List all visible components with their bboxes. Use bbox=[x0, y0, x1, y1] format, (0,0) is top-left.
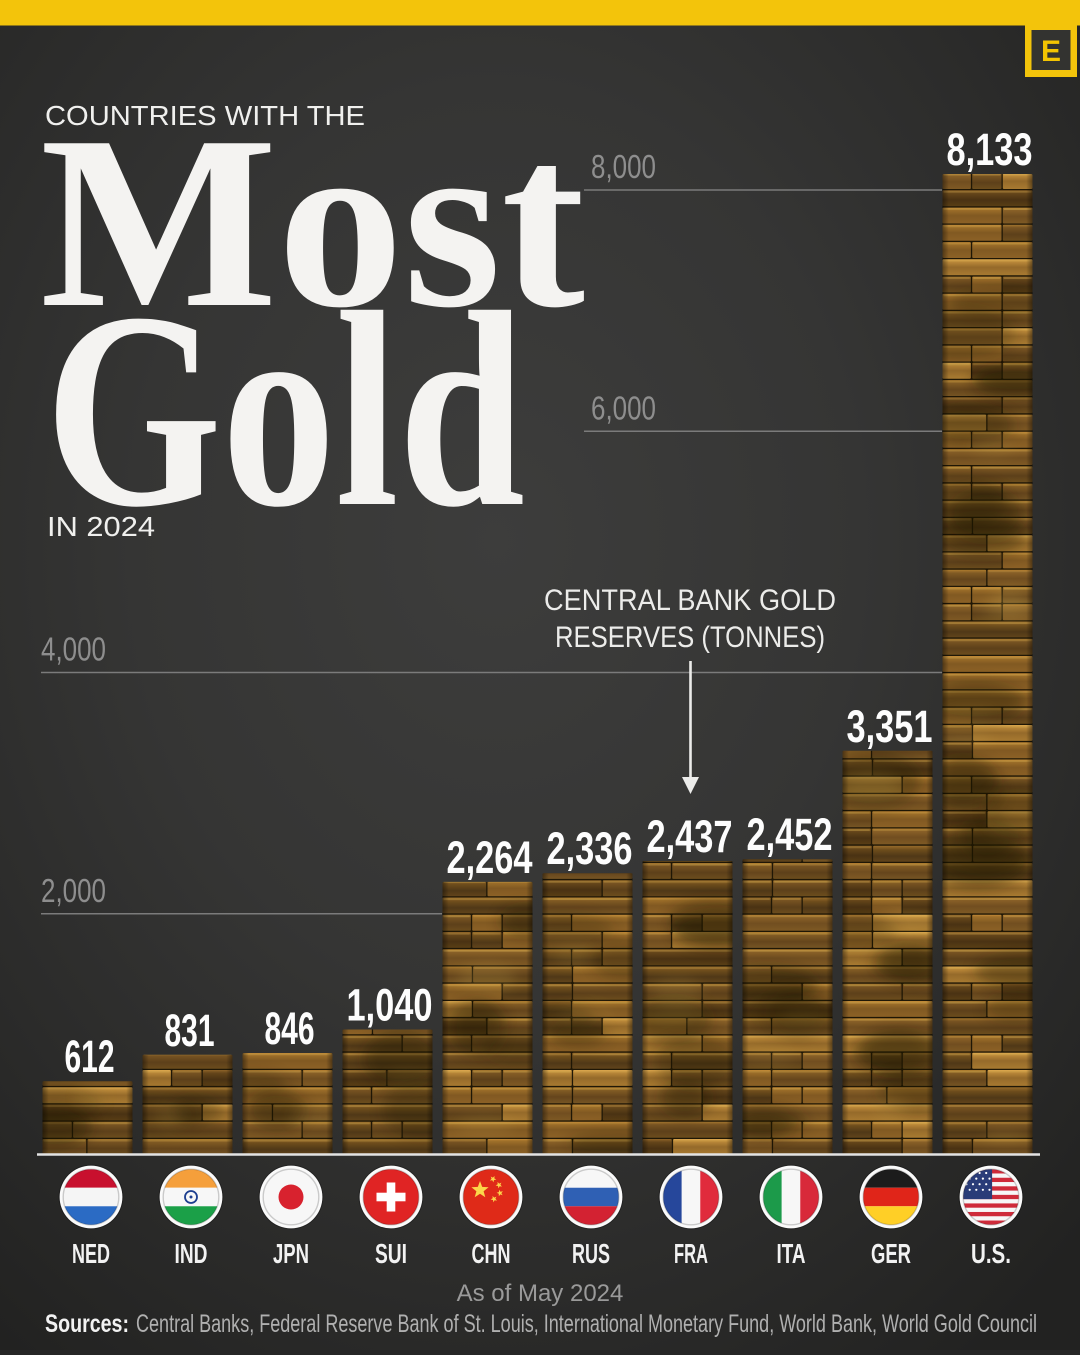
svg-text:COUNTRIES WITH THE: COUNTRIES WITH THE bbox=[45, 100, 365, 131]
svg-text:IND: IND bbox=[175, 1238, 208, 1269]
svg-text:RESERVES (TONNES): RESERVES (TONNES) bbox=[555, 621, 825, 654]
svg-text:E: E bbox=[1041, 35, 1061, 68]
svg-text:U.S.: U.S. bbox=[971, 1238, 1011, 1269]
svg-text:831: 831 bbox=[165, 1005, 215, 1056]
svg-text:4,000: 4,000 bbox=[41, 631, 106, 668]
svg-text:2,437: 2,437 bbox=[647, 811, 733, 862]
svg-text:1,040: 1,040 bbox=[347, 980, 433, 1031]
svg-text:SUI: SUI bbox=[375, 1238, 407, 1269]
svg-text:Sources:: Sources: bbox=[45, 1310, 129, 1338]
svg-text:3,351: 3,351 bbox=[847, 701, 933, 752]
svg-text:846: 846 bbox=[265, 1003, 315, 1054]
svg-text:FRA: FRA bbox=[674, 1238, 708, 1269]
svg-text:As of May 2024: As of May 2024 bbox=[457, 1280, 624, 1307]
svg-text:8,000: 8,000 bbox=[591, 148, 656, 185]
svg-text:612: 612 bbox=[65, 1031, 115, 1082]
svg-text:NED: NED bbox=[72, 1238, 110, 1269]
svg-text:8,133: 8,133 bbox=[947, 124, 1033, 175]
svg-text:Most: Most bbox=[40, 86, 585, 359]
svg-text:2,264: 2,264 bbox=[447, 832, 533, 883]
svg-text:2,336: 2,336 bbox=[547, 823, 633, 874]
svg-text:ITA: ITA bbox=[777, 1238, 806, 1269]
svg-text:CHN: CHN bbox=[472, 1238, 511, 1269]
svg-text:2,000: 2,000 bbox=[41, 872, 106, 909]
svg-text:Central Banks, Federal Reserve: Central Banks, Federal Reserve Bank of S… bbox=[136, 1310, 1037, 1338]
svg-text:RUS: RUS bbox=[572, 1238, 610, 1269]
svg-text:GER: GER bbox=[871, 1238, 911, 1269]
svg-text:6,000: 6,000 bbox=[591, 389, 656, 426]
svg-text:JPN: JPN bbox=[273, 1238, 309, 1269]
svg-text:IN 2024: IN 2024 bbox=[47, 511, 155, 542]
svg-text:2,452: 2,452 bbox=[747, 809, 833, 860]
svg-text:Gold: Gold bbox=[45, 254, 525, 565]
svg-text:CENTRAL BANK GOLD: CENTRAL BANK GOLD bbox=[544, 584, 836, 617]
